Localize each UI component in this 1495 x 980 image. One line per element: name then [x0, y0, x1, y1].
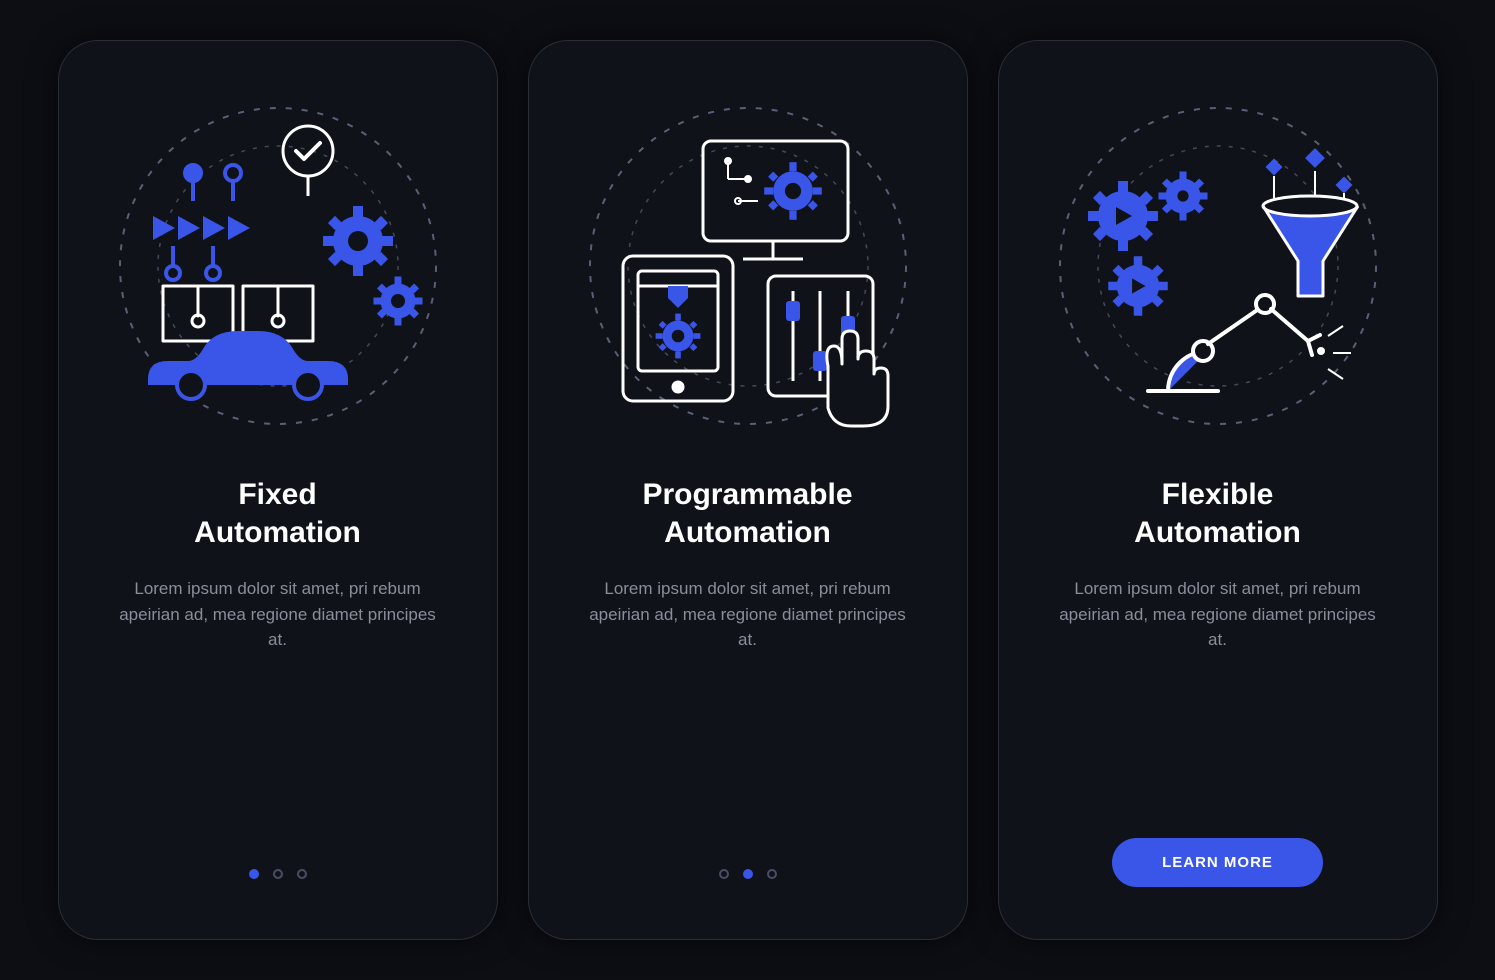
card-description: Lorem ipsum dolor sit amet, pri rebum ap…: [578, 576, 918, 653]
card-title: Flexible Automation: [1134, 476, 1301, 551]
pagination-dots: [719, 869, 777, 879]
flexible-automation-icon: [1053, 101, 1383, 431]
card-title: Fixed Automation: [194, 476, 361, 551]
programmable-automation-icon: [583, 101, 913, 431]
dot-3[interactable]: [297, 869, 307, 879]
learn-more-button[interactable]: LEARN MORE: [1112, 838, 1323, 887]
card-description: Lorem ipsum dolor sit amet, pri rebum ap…: [1048, 576, 1388, 653]
dot-1[interactable]: [719, 869, 729, 879]
onboarding-card-programmable: Programmable Automation Lorem ipsum dolo…: [528, 40, 968, 940]
dot-2[interactable]: [273, 869, 283, 879]
dot-1[interactable]: [249, 869, 259, 879]
fixed-automation-icon: [113, 101, 443, 431]
onboarding-card-flexible: Flexible Automation Lorem ipsum dolor si…: [998, 40, 1438, 940]
dot-2[interactable]: [743, 869, 753, 879]
pagination-dots: [249, 869, 307, 879]
onboarding-card-fixed: Fixed Automation Lorem ipsum dolor sit a…: [58, 40, 498, 940]
dot-3[interactable]: [767, 869, 777, 879]
card-title: Programmable Automation: [642, 476, 852, 551]
card-description: Lorem ipsum dolor sit amet, pri rebum ap…: [108, 576, 448, 653]
